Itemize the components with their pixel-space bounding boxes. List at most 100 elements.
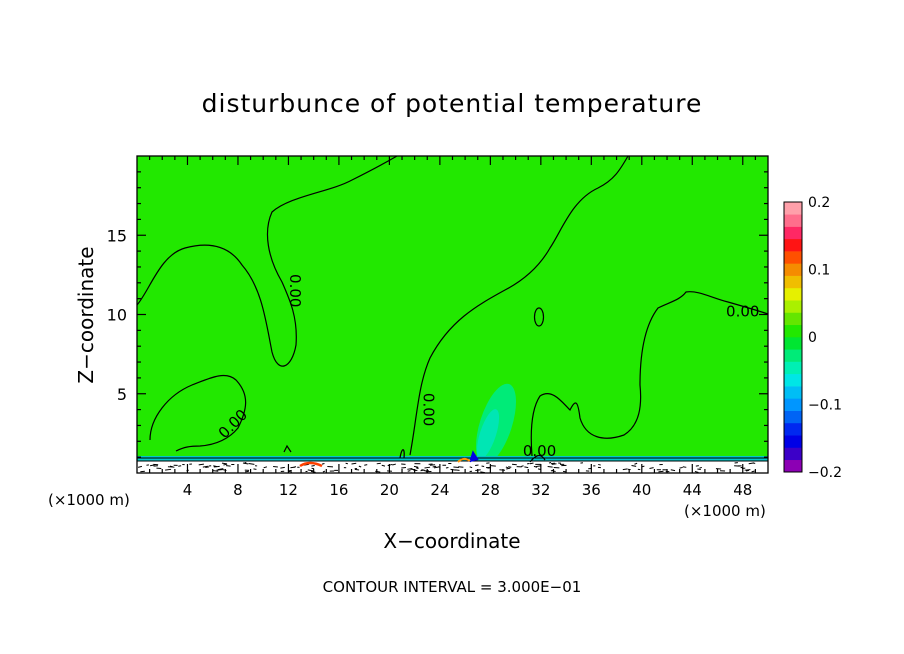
colorbar-segment: [784, 373, 802, 387]
colorbar-segment: [784, 251, 802, 264]
speckle-mark: [248, 462, 255, 465]
speckle-mark: [695, 465, 699, 467]
x-tick-label: 40: [632, 481, 651, 499]
speckle-mark: [622, 468, 628, 471]
contour-small-bump: [283, 444, 292, 453]
colorbar-segment: [784, 337, 802, 350]
speckle-mark: [413, 465, 419, 468]
speckle-mark: [217, 468, 224, 471]
x-tick-label: 4: [183, 481, 193, 499]
speckle-mark: [149, 464, 155, 467]
speckle-mark: [376, 462, 381, 465]
y-tick-label: 5: [117, 385, 127, 404]
colorbar-segment: [784, 202, 802, 215]
speckle-mark: [745, 469, 750, 472]
colorbar-segment: [784, 324, 802, 338]
speckle-mark: [293, 466, 297, 468]
bottom-speckle: [137, 461, 756, 474]
x-tick-label: 28: [481, 481, 500, 499]
speckle-mark: [548, 461, 552, 464]
speckle-mark: [223, 463, 228, 466]
speckle-mark: [322, 470, 326, 473]
speckle-mark: [445, 467, 449, 469]
speckle-mark: [521, 465, 524, 467]
speckle-mark: [631, 465, 637, 467]
speckle-mark: [641, 465, 645, 468]
speckle-mark: [490, 465, 496, 467]
colorbar-tick-label: 0.1: [808, 263, 830, 279]
x-tick-labels: 4 8 12 16 20 24 28 32 36 40 44 48: [183, 481, 753, 499]
speckle-mark: [524, 466, 529, 469]
x-tick-label: 16: [329, 481, 348, 499]
speckle-mark: [307, 469, 314, 472]
colorbar-segment: [784, 410, 802, 424]
plume-inner: [476, 409, 500, 459]
speckle-mark: [455, 469, 460, 471]
speckle-mark: [547, 466, 553, 468]
speckle-mark: [381, 464, 386, 467]
axis-ticks: [137, 156, 768, 473]
speckle-mark: [550, 462, 555, 465]
colorbar-segment: [784, 275, 802, 289]
speckle-mark: [351, 462, 357, 465]
colorbar-tick-label: −0.2: [808, 465, 842, 481]
contour-label: 0.00: [726, 302, 759, 320]
colorbar-segment: [784, 312, 802, 326]
speckle-mark: [358, 465, 362, 468]
colorbar-segment: [784, 214, 802, 227]
contour-top-left: [136, 155, 398, 367]
x-tick-label: 36: [582, 481, 601, 499]
speckle-mark: [481, 465, 485, 468]
speckle-mark: [202, 465, 208, 468]
x-tick-label: 44: [683, 481, 702, 499]
speckle-mark: [475, 464, 479, 467]
speckle-mark: [533, 465, 538, 468]
colorbar-segment: [784, 398, 802, 411]
speckle-mark: [280, 466, 285, 469]
speckle-mark: [354, 468, 360, 471]
speckle-mark: [244, 470, 249, 473]
speckle-mark: [508, 466, 512, 468]
speckle-mark: [263, 466, 268, 469]
speckle-mark: [420, 469, 425, 472]
colorbar-labels: 0.2 0.1 0 −0.1 −0.2: [808, 195, 842, 481]
x-tick-label: 8: [233, 481, 243, 499]
speckle-mark: [212, 470, 219, 472]
speckle-mark: [458, 466, 464, 468]
bottom-bump-1: [529, 454, 546, 463]
speckle-mark: [364, 464, 368, 466]
speckle-mark: [551, 463, 557, 465]
colorbar-segment: [784, 361, 802, 375]
speckle-mark: [375, 470, 381, 473]
speckle-mark: [529, 462, 534, 465]
x-tick-label: 12: [279, 481, 298, 499]
x-unit-left: (×1000 m): [48, 491, 130, 509]
speckle-mark: [699, 466, 702, 469]
colorbar-segment: [784, 287, 802, 301]
contour-interval-note: CONTOUR INTERVAL = 3.000E−01: [323, 578, 582, 596]
speckle-mark: [634, 462, 638, 465]
x-tick-label: 20: [380, 481, 399, 499]
speckle-mark: [751, 470, 755, 473]
colorbar-segment: [784, 238, 802, 252]
orange-feature: [457, 457, 471, 463]
colorbar-tick-label: 0.2: [808, 195, 830, 211]
speckle-mark: [682, 466, 687, 468]
band-white: [137, 461, 768, 473]
colorbar-tick-label: 0: [808, 330, 817, 346]
speckle-mark: [469, 466, 473, 469]
contour-lines: [136, 155, 769, 457]
speckle-mark: [748, 462, 755, 465]
speckle-mark: [562, 470, 566, 473]
x-unit-right: (×1000 m): [684, 502, 766, 520]
speckle-mark: [744, 469, 751, 471]
contour-right-loop: [530, 291, 769, 457]
speckle-mark: [311, 465, 315, 467]
speckle-mark: [424, 466, 431, 469]
speckle-mark: [169, 465, 174, 468]
negative-plume: [475, 383, 517, 465]
colorbar: [783, 201, 803, 473]
speckle-mark: [205, 466, 210, 468]
chart-title: disturbunce of potential temperature: [202, 89, 703, 118]
